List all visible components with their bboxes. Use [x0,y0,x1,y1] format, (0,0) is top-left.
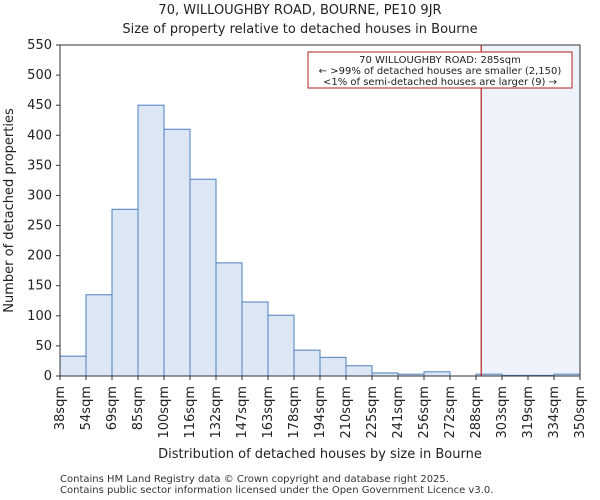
chart-title: Size of property relative to detached ho… [122,22,478,37]
x-tick-label-178sqm: 178sqm [287,386,302,439]
bar-132sqm [215,262,243,377]
annotation-line-1: 70 WILLOUGHBY ROAD: 285sqm [359,55,521,66]
y-axis-label: Number of detached properties [2,108,17,313]
bar-210sqm [345,365,373,377]
bar-54sqm [85,294,113,377]
y-tick-label-50: 50 [35,339,52,354]
y-tick-label-350: 350 [27,158,52,173]
x-tick-label-272sqm: 272sqm [443,386,458,439]
bar-256sqm [423,371,451,377]
bar-38sqm [59,355,87,377]
y-tick-label-0: 0 [44,369,52,384]
y-tick-label-500: 500 [27,68,52,83]
x-tick-label-303sqm: 303sqm [495,386,510,439]
bar-163sqm [267,314,295,377]
bar-69sqm [111,208,139,377]
y-tick-label-100: 100 [27,309,52,324]
x-tick-label-54sqm: 54sqm [79,386,94,430]
x-tick-label-334sqm: 334sqm [547,386,562,439]
x-tick-label-288sqm: 288sqm [469,386,484,439]
x-tick-label-350sqm: 350sqm [573,386,588,439]
x-tick-label-116sqm: 116sqm [183,386,198,439]
y-tick-label-550: 550 [27,38,52,53]
y-tick-label-200: 200 [27,249,52,264]
x-tick-label-194sqm: 194sqm [313,386,328,439]
x-tick-label-38sqm: 38sqm [53,386,68,430]
bar-116sqm [189,178,217,377]
x-tick-label-69sqm: 69sqm [105,386,120,430]
x-axis-label: Distribution of detached houses by size … [158,447,482,462]
x-tick-label-147sqm: 147sqm [235,386,250,439]
annotation-line-2: ← >99% of detached houses are smaller (2… [319,66,562,77]
x-tick-label-100sqm: 100sqm [157,386,172,439]
x-tick-label-256sqm: 256sqm [417,386,432,439]
bar-100sqm [163,128,191,377]
x-tick-label-319sqm: 319sqm [521,386,536,439]
annotation-line-3: <1% of semi-detached houses are larger (… [323,77,557,88]
footer-line-2: Contains public sector information licen… [60,485,494,496]
y-tick-label-250: 250 [27,219,52,234]
x-tick-label-132sqm: 132sqm [209,386,224,439]
x-tick-label-85sqm: 85sqm [131,386,146,430]
x-tick-label-210sqm: 210sqm [339,386,354,439]
y-tick-label-150: 150 [27,279,52,294]
annotation-box [307,51,573,89]
x-tick-label-241sqm: 241sqm [391,386,406,439]
chart-title-address: 70, WILLOUGHBY ROAD, BOURNE, PE10 9JR [158,3,442,18]
x-tick-label-163sqm: 163sqm [261,386,276,439]
y-tick-label-300: 300 [27,188,52,203]
bar-194sqm [319,356,347,377]
bar-147sqm [241,301,269,377]
highlight-region [481,45,580,376]
y-tick-label-400: 400 [27,128,52,143]
footer-line-1: Contains HM Land Registry data © Crown c… [60,474,449,485]
bar-85sqm [137,104,165,377]
y-tick-label-450: 450 [27,98,52,113]
x-tick-label-225sqm: 225sqm [365,386,380,439]
bar-178sqm [293,349,321,377]
